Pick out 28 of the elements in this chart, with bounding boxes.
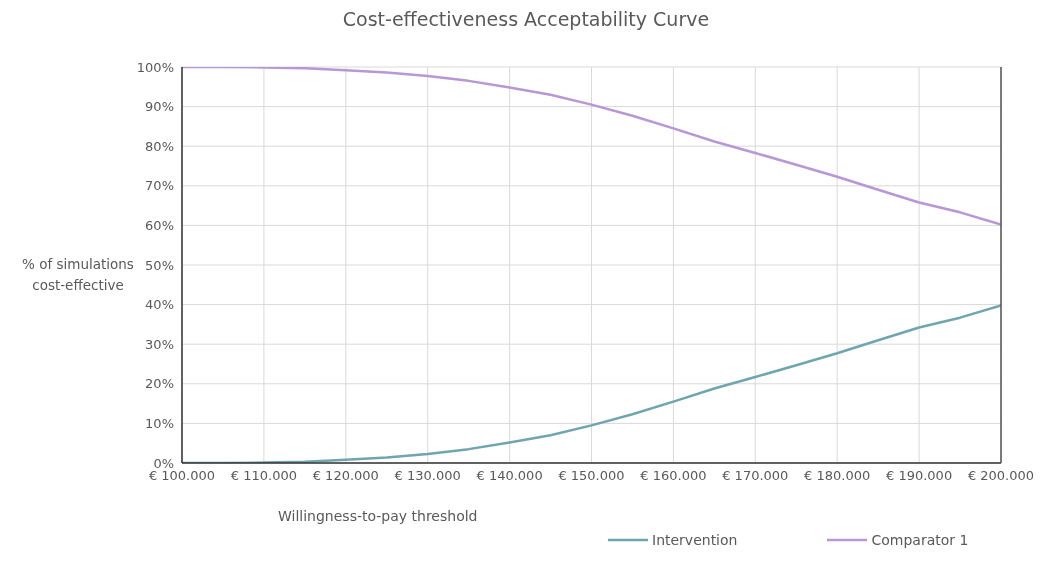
x-tick-label: € 140.000 <box>476 468 543 484</box>
x-tick-label: € 130.000 <box>394 468 461 484</box>
y-tick-label: 90% <box>145 99 174 115</box>
x-tick-label: € 160.000 <box>640 468 707 484</box>
x-tick-label: € 120.000 <box>312 468 379 484</box>
x-tick-label: € 170.000 <box>722 468 789 484</box>
y-tick-label: 40% <box>145 297 174 313</box>
y-tick-label: 100% <box>136 59 174 75</box>
x-tick-label: € 190.000 <box>886 468 953 484</box>
y-tick-label: 50% <box>145 257 174 273</box>
x-axis-title: Willingness-to-pay threshold <box>278 508 478 524</box>
chart-title: Cost-effectiveness Acceptability Curve <box>341 8 711 32</box>
x-tick-label: € 110.000 <box>230 468 297 484</box>
y-tick-label: 60% <box>145 218 174 234</box>
legend-label: Comparator 1 <box>871 532 969 548</box>
x-tick-label: € 200.000 <box>967 468 1035 484</box>
line-series <box>182 67 1001 226</box>
y-tick-label: 80% <box>145 138 174 154</box>
x-tick-label: € 180.000 <box>804 468 871 484</box>
legend-label: Intervention <box>652 532 738 548</box>
y-tick-label: 10% <box>145 416 174 432</box>
y-tick-label: 20% <box>145 376 174 392</box>
y-tick-label: 30% <box>145 336 174 352</box>
x-tick-label: € 150.000 <box>558 468 625 484</box>
y-tick-label: 70% <box>145 178 174 194</box>
y-axis-title: % of simulations cost-effective <box>22 256 134 293</box>
y-tick-label: 0% <box>153 455 174 471</box>
x-tick-label: € 100.000 <box>148 468 216 484</box>
